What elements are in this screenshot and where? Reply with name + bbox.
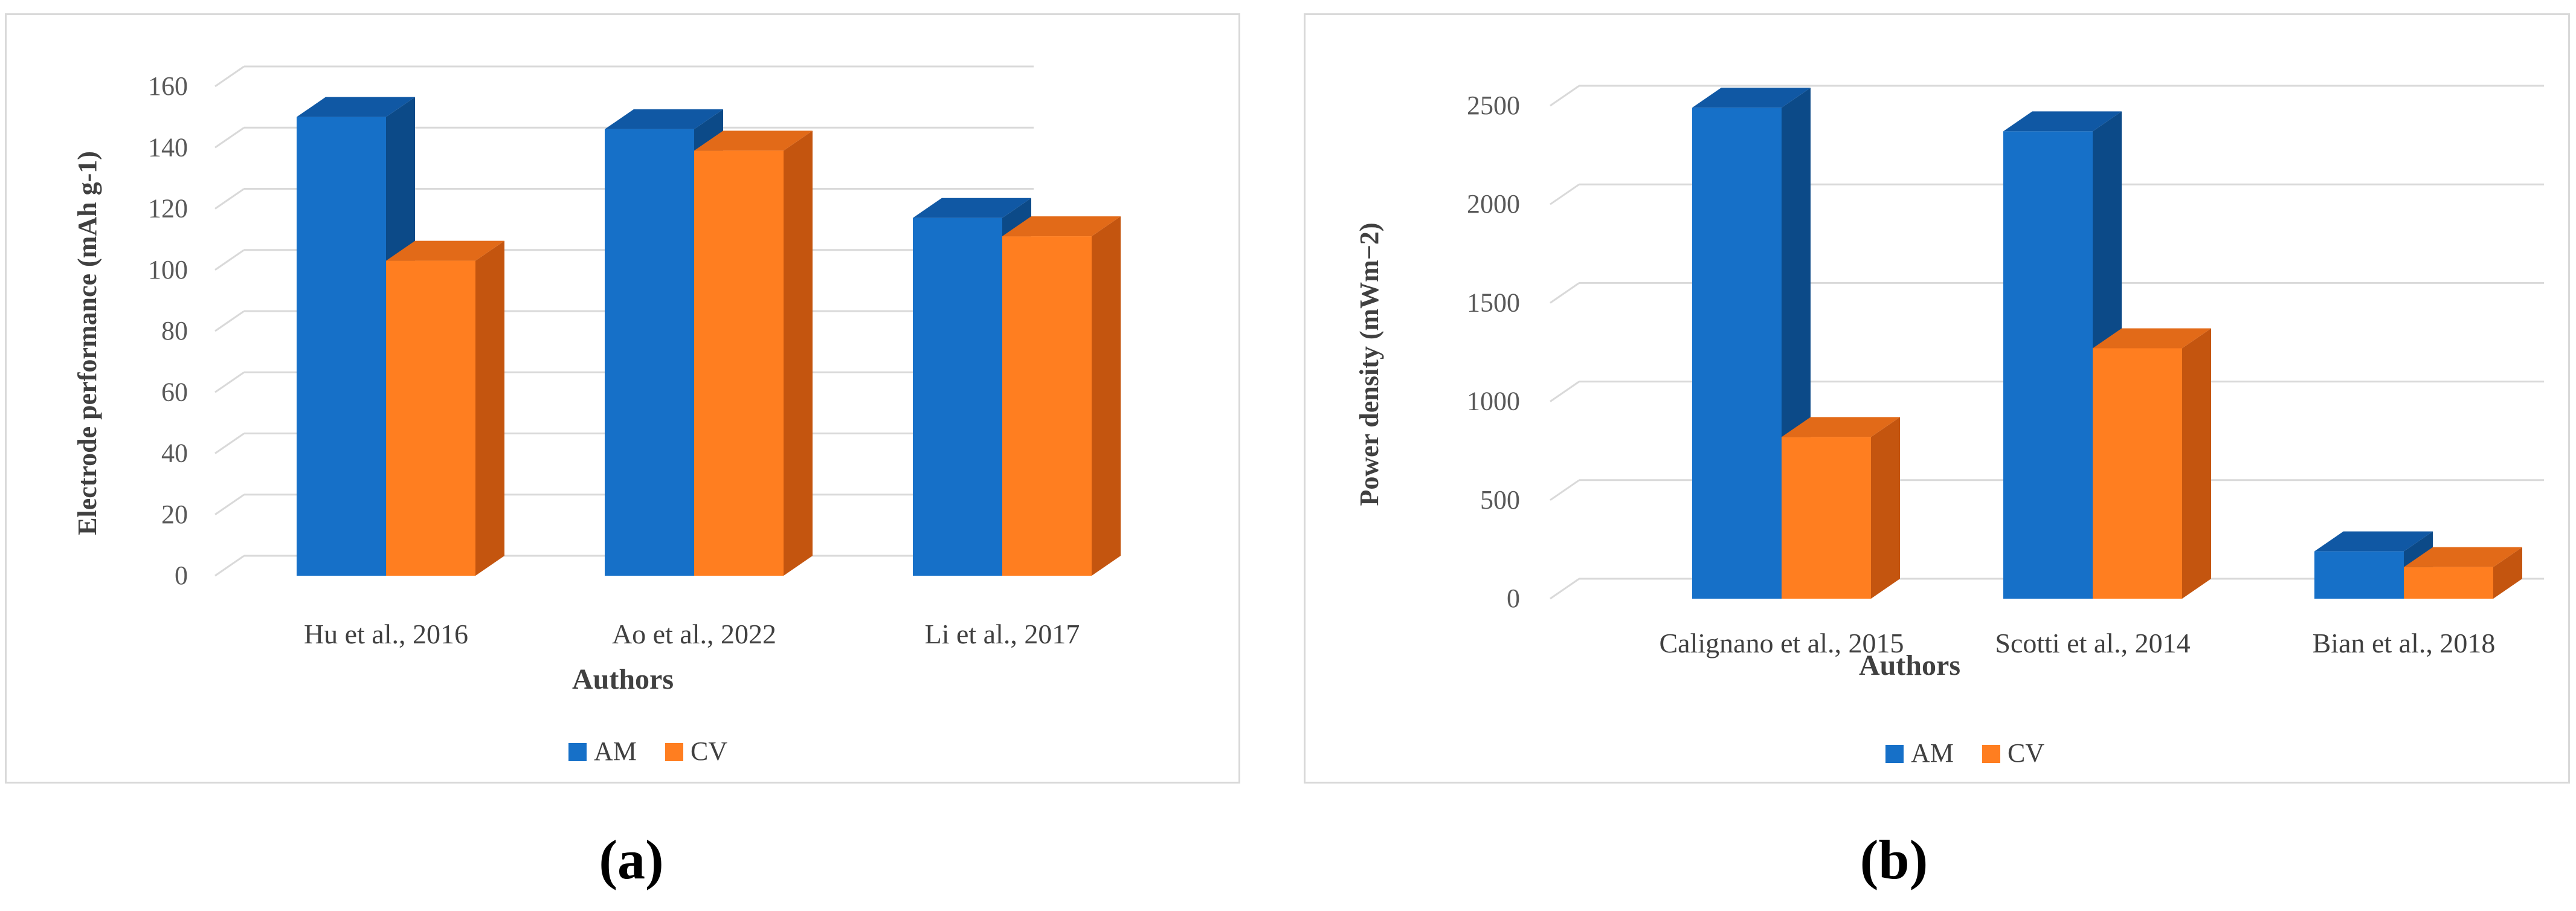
gridline-diagonal bbox=[214, 433, 245, 454]
x-tick-label: Li et al., 2017 bbox=[925, 619, 1080, 649]
bar-front bbox=[1002, 236, 1092, 576]
bar-top bbox=[297, 97, 415, 117]
y-tick-label: 0 bbox=[1507, 584, 1520, 613]
y-tick-label: 100 bbox=[148, 255, 188, 285]
y-tick-label: 60 bbox=[161, 377, 188, 407]
y-tick-label: 2000 bbox=[1467, 189, 1520, 219]
bar-top bbox=[2003, 111, 2122, 132]
y-axis-label: Power density (mWm−2) bbox=[1354, 222, 1384, 506]
bar-front bbox=[386, 260, 475, 576]
bar-side bbox=[2493, 547, 2522, 599]
gridline-diagonal bbox=[1550, 282, 1580, 304]
legend-swatch-am bbox=[1885, 745, 1904, 763]
y-tick-label: 120 bbox=[148, 194, 188, 224]
bar-side bbox=[2182, 328, 2211, 599]
y-tick-label: 140 bbox=[148, 132, 188, 162]
x-tick-label: Hu et al., 2016 bbox=[304, 619, 468, 649]
gridline-diagonal bbox=[1550, 85, 1580, 107]
panel-label-a: (a) bbox=[599, 829, 664, 890]
chart-a-svg: 0 20 40 60 80 100 120 140 160 Hu et al., 2016 Ao e… bbox=[72, 65, 1121, 766]
bar-front bbox=[605, 129, 694, 576]
bar-top bbox=[386, 240, 504, 261]
bar-cv bbox=[2404, 547, 2522, 599]
bar-top bbox=[694, 130, 813, 151]
bar-am bbox=[1692, 88, 1811, 599]
gridline-diagonal bbox=[214, 494, 245, 515]
panel-label-b: (b) bbox=[1860, 829, 1928, 890]
y-tick-label: 160 bbox=[148, 71, 188, 101]
bar-top bbox=[2314, 531, 2433, 552]
gridline-diagonal bbox=[214, 188, 245, 210]
bar-cv bbox=[1002, 216, 1121, 576]
gridline-diagonal bbox=[1550, 381, 1580, 402]
bar-cv bbox=[1782, 417, 1900, 599]
bar-cv bbox=[386, 240, 504, 576]
bar-front bbox=[2314, 551, 2404, 599]
bar-top bbox=[605, 109, 723, 129]
bar-front bbox=[694, 150, 784, 576]
legend-label-cv: CV bbox=[691, 736, 727, 766]
x-tick-label: Calignano et al., 2015 bbox=[1660, 628, 1904, 658]
y-axis-label: Electrode performance (mAh g-1) bbox=[72, 151, 102, 535]
y-tick-label: 2500 bbox=[1467, 91, 1520, 120]
x-axis-label: Authors bbox=[572, 663, 674, 695]
gridline-diagonal bbox=[1550, 183, 1580, 205]
y-tick-label: 1000 bbox=[1467, 387, 1520, 416]
gridline-diagonal bbox=[214, 310, 245, 332]
legend-swatch-cv bbox=[1982, 745, 2000, 763]
bar-side bbox=[784, 130, 813, 576]
legend-swatch-am bbox=[568, 743, 587, 761]
bar-cv bbox=[694, 130, 813, 576]
x-axis-label: Authors bbox=[1859, 649, 1960, 681]
bar-front bbox=[2003, 131, 2093, 599]
bar-cv bbox=[2093, 328, 2211, 599]
bar-front bbox=[1692, 108, 1782, 599]
bar-side bbox=[475, 240, 504, 576]
bar-front bbox=[297, 117, 386, 576]
bar-top bbox=[2404, 547, 2522, 567]
legend-swatch-cv bbox=[665, 743, 683, 761]
y-tick-label: 0 bbox=[175, 561, 188, 590]
gridline-diagonal bbox=[214, 555, 245, 577]
y-tick-label: 1500 bbox=[1467, 288, 1520, 317]
y-tick-label: 500 bbox=[1480, 485, 1520, 515]
y-tick-label: 20 bbox=[161, 500, 188, 529]
bar-front bbox=[2093, 348, 2182, 599]
gridline-diagonal bbox=[214, 372, 245, 393]
chart-panel-b: 0 500 1000 1500 2000 2500 Calignano et al., 20… bbox=[1304, 13, 2570, 784]
gridline-diagonal bbox=[214, 65, 245, 88]
bar-side bbox=[1092, 216, 1121, 576]
bar-side bbox=[1871, 417, 1900, 599]
y-tick-label: 40 bbox=[161, 439, 188, 468]
x-tick-label: Scotti et al., 2014 bbox=[1995, 628, 2190, 658]
chart-b-svg: 0 500 1000 1500 2000 2500 Calignano et al., 20… bbox=[1354, 85, 2544, 768]
legend-label-cv: CV bbox=[2008, 738, 2044, 768]
x-tick-label: Ao et al., 2022 bbox=[612, 619, 776, 649]
chart-panel-a: 0 20 40 60 80 100 120 140 160 Hu et al., 2016 Ao e… bbox=[5, 13, 1240, 784]
bar-front bbox=[2404, 567, 2493, 599]
legend-label-am: AM bbox=[594, 736, 637, 766]
bar-front bbox=[1782, 437, 1871, 599]
gridline-diagonal bbox=[214, 127, 245, 149]
bar-top bbox=[1692, 88, 1811, 108]
bar-top bbox=[1002, 216, 1121, 237]
bar-top bbox=[2093, 328, 2211, 349]
bar-top bbox=[1782, 417, 1900, 437]
bar-front bbox=[913, 217, 1002, 576]
x-tick-label: Bian et al., 2018 bbox=[2313, 628, 2496, 658]
y-tick-label: 80 bbox=[161, 316, 188, 346]
gridline-diagonal bbox=[1550, 578, 1580, 600]
bar-top bbox=[913, 198, 1031, 218]
legend-label-am: AM bbox=[1911, 738, 1954, 768]
gridline-diagonal bbox=[1550, 479, 1580, 501]
gridline-diagonal bbox=[214, 249, 245, 271]
